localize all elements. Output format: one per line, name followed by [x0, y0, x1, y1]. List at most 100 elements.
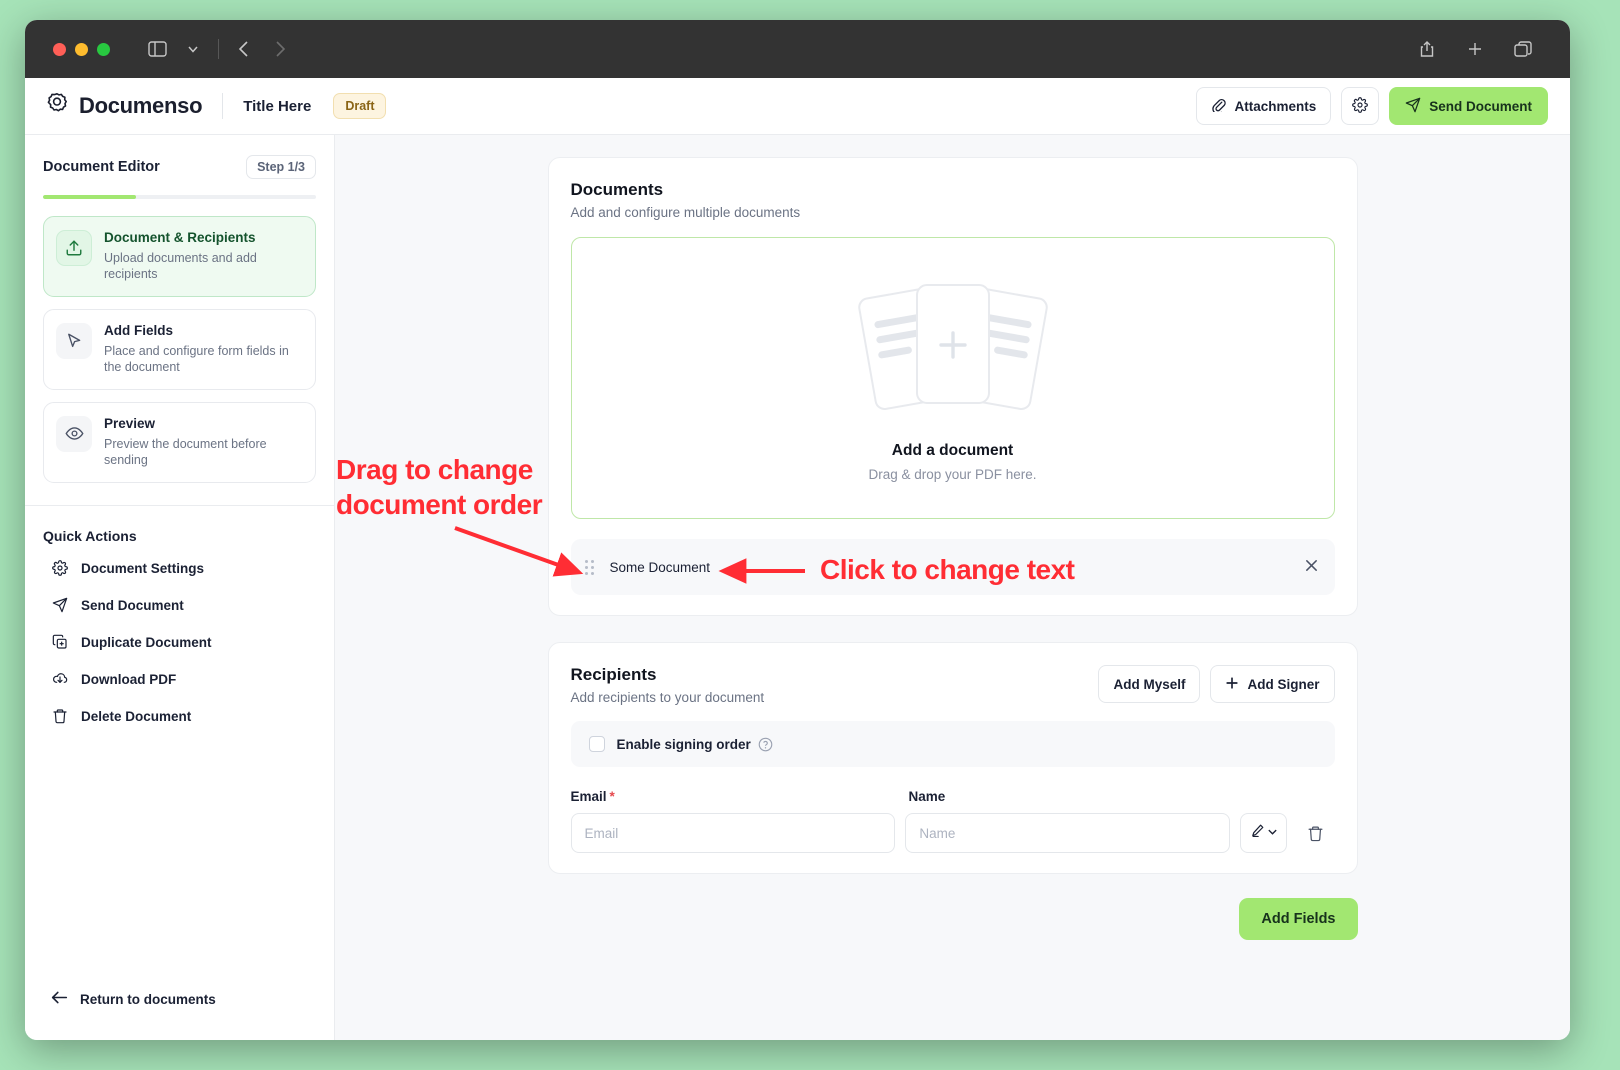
step-name: Document & Recipients — [104, 230, 256, 245]
quick-action-duplicate-document[interactable]: Duplicate Document — [43, 624, 316, 661]
close-icon[interactable] — [1304, 558, 1319, 576]
quick-action-label: Duplicate Document — [81, 634, 212, 650]
email-column-label: Email * — [570, 789, 615, 804]
chevron-down-icon[interactable] — [176, 34, 210, 64]
traffic-light-controls — [53, 42, 110, 56]
forward-arrow-icon[interactable] — [263, 34, 297, 64]
quick-action-label: Download PDF — [81, 671, 177, 687]
quick-actions-title: Quick Actions — [43, 527, 137, 544]
download-cloud-icon — [51, 671, 68, 688]
name-field[interactable] — [905, 813, 1231, 853]
recipient-role-select[interactable] — [1240, 813, 1287, 853]
sidebar-title: Document Editor — [43, 159, 160, 175]
header-divider — [222, 93, 224, 119]
duplicate-icon — [51, 634, 68, 651]
step-description: Place and configure form fields in the d… — [104, 343, 289, 375]
step-name: Preview — [104, 415, 156, 431]
name-column-label: Name — [908, 789, 946, 804]
step-list: Document & Recipients Upload documents a… — [43, 216, 316, 483]
enable-signing-order-label: Enable signing order — [616, 736, 751, 752]
documents-title: Documents — [570, 180, 664, 199]
sidebar-divider — [25, 504, 334, 506]
sidebar-toggle-icon[interactable] — [140, 34, 174, 64]
gear-icon — [1352, 96, 1369, 116]
send-icon — [1405, 97, 1421, 116]
browser-window: Documenso Title Here Draft Attachments — [25, 20, 1570, 1040]
documents-card: Documents Add and configure multiple doc… — [547, 157, 1358, 616]
documenso-mark-icon — [45, 92, 69, 121]
recipients-header: Recipients Add recipients to your docume… — [571, 665, 1335, 705]
question-circle-icon[interactable] — [758, 737, 773, 752]
upload-icon — [56, 230, 92, 266]
signature-pen-icon — [1250, 823, 1265, 843]
quick-action-send-document[interactable]: Send Document — [43, 587, 316, 624]
return-to-documents-link[interactable]: Return to documents — [43, 982, 316, 1016]
quick-action-delete-document[interactable]: Delete Document — [43, 698, 316, 735]
sidebar-footer: Return to documents — [43, 982, 316, 1040]
paperclip-icon — [1211, 97, 1227, 115]
recipients-subtitle: Add recipients to your document — [570, 690, 765, 705]
send-document-button[interactable]: Send Document — [1389, 87, 1548, 125]
quick-action-download-pdf[interactable]: Download PDF — [43, 661, 316, 698]
dropzone-subtitle: Drag & drop your PDF here. — [868, 466, 1037, 482]
recipient-row — [570, 813, 1335, 853]
main-content: Documents Add and configure multiple doc… — [335, 135, 1570, 1040]
document-stack-plus-icon — [854, 275, 1052, 428]
step-description: Upload documents and add recipients — [104, 250, 257, 282]
documents-subtitle: Add and configure multiple documents — [570, 205, 801, 220]
add-signer-button[interactable]: Add Signer — [1210, 665, 1335, 703]
browser-right-controls — [1410, 34, 1552, 64]
cursor-icon — [56, 322, 92, 359]
return-label: Return to documents — [80, 991, 216, 1007]
new-tab-icon[interactable] — [1458, 34, 1492, 64]
sidebar-step-add-fields[interactable]: Add Fields Place and configure form fiel… — [43, 308, 316, 390]
dropzone-title: Add a document — [891, 441, 1014, 459]
step-indicator: Step 1/3 — [246, 155, 316, 179]
drag-handle-icon[interactable] — [584, 559, 594, 575]
brand-name: Documenso — [79, 93, 203, 118]
trash-icon — [51, 708, 68, 725]
document-name[interactable]: Some Document — [609, 559, 711, 575]
document-list-item[interactable]: Some Document — [570, 539, 1335, 595]
send-icon — [51, 597, 68, 614]
app-body: Document Editor Step 1/3 Document & Reci… — [25, 135, 1570, 1040]
share-icon[interactable] — [1410, 34, 1444, 64]
minimize-window-button[interactable] — [75, 42, 88, 56]
document-dropzone[interactable]: Add a document Drag & drop your PDF here… — [570, 237, 1335, 519]
footer-actions: Add Fields — [548, 898, 1358, 940]
sidebar-step-document-recipients[interactable]: Document & Recipients Upload documents a… — [43, 216, 316, 297]
quick-action-document-settings[interactable]: Document Settings — [43, 550, 316, 587]
progress-fill — [43, 195, 136, 199]
sidebar-step-preview[interactable]: Preview Preview the document before send… — [43, 401, 316, 483]
add-fields-button[interactable]: Add Fields — [1239, 898, 1358, 940]
delete-recipient-button[interactable] — [1297, 813, 1335, 853]
add-myself-label: Add Myself — [1113, 676, 1186, 692]
status-badge: Draft — [333, 93, 387, 119]
close-window-button[interactable] — [53, 42, 66, 56]
brand-logo[interactable]: Documenso — [45, 92, 203, 121]
email-field[interactable] — [570, 813, 896, 853]
chevron-down-icon — [1267, 824, 1278, 842]
app-header: Documenso Title Here Draft Attachments — [25, 78, 1570, 135]
progress-bar — [43, 195, 316, 199]
enable-signing-order-checkbox[interactable] — [588, 736, 605, 752]
recipients-actions: Add Myself Add Signer — [1098, 665, 1335, 703]
add-myself-button[interactable]: Add Myself — [1098, 665, 1201, 703]
quick-actions-list: Document Settings Send Document — [43, 550, 316, 735]
header-actions: Attachments S — [1196, 87, 1548, 125]
tab-overview-icon[interactable] — [1506, 34, 1540, 64]
quick-action-label: Delete Document — [81, 708, 192, 724]
attachments-label: Attachments — [1234, 98, 1317, 114]
document-settings-gear-button[interactable] — [1341, 87, 1380, 125]
maximize-window-button[interactable] — [97, 42, 110, 56]
signing-order-toggle-row[interactable]: Enable signing order — [570, 721, 1335, 767]
sidebar: Document Editor Step 1/3 Document & Reci… — [25, 135, 335, 1040]
attachments-button[interactable]: Attachments — [1196, 87, 1332, 125]
send-document-label: Send Document — [1429, 98, 1532, 114]
quick-action-label: Send Document — [81, 597, 184, 613]
back-arrow-icon[interactable] — [227, 34, 261, 64]
arrow-left-icon — [51, 990, 68, 1008]
eye-icon — [56, 415, 92, 452]
plus-icon — [1225, 676, 1239, 693]
